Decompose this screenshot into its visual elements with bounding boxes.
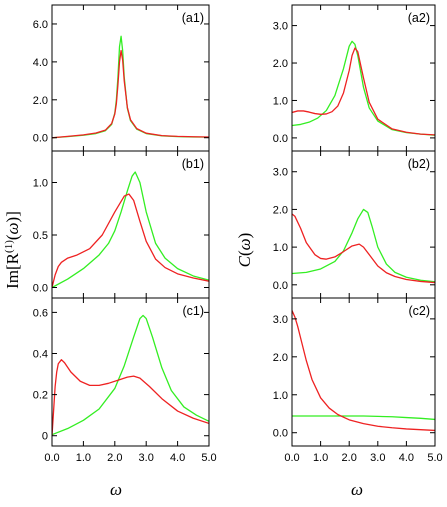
panel-label-a2: (a2) [408, 11, 430, 25]
series-line-b2-red [292, 213, 435, 284]
y-tick-label-b2: 1.0 [273, 242, 288, 254]
plot-frame-b2 [291, 150, 436, 299]
y-axis-label-left-sup: (1) [3, 240, 15, 253]
y-axis-label-right: C(ω) [235, 233, 254, 268]
panel-label-c1: (c1) [182, 304, 204, 318]
series-line-a1-red [52, 49, 209, 139]
x-tick-label-c1: 2.0 [107, 452, 122, 464]
y-tick-label-c1: 0.4 [33, 349, 48, 361]
x-tick-label-c1: 3.0 [139, 452, 154, 464]
y-tick-label-a2: 0.0 [273, 133, 288, 145]
x-axis-label-right: ω [351, 480, 363, 499]
plot-frame-a1 [51, 4, 210, 152]
y-tick-label-c1: 0.2 [33, 390, 48, 402]
y-tick-label-a1: 2.0 [33, 95, 48, 107]
panel-label-c2: (c2) [408, 304, 430, 318]
series-line-a2-green [292, 40, 435, 136]
panel-c2: 0.0 1.0 2.0 3.0 0.0 1.0 2.0 3.0 4.0 5.0 (c2) [273, 297, 443, 464]
panel-b2: 0.0 1.0 2.0 3.0 (b2) [273, 150, 436, 299]
panel-label-b1: (b1) [182, 157, 204, 171]
y-axis-label-left-prefix: Im[R [3, 252, 22, 289]
y-tick-label-a1: 0.0 [33, 133, 48, 145]
y-axis-label-right-close: ) [235, 233, 254, 239]
y-tick-label-a2: 2.0 [273, 58, 288, 70]
series-line-c2-green [292, 415, 435, 421]
panel-a1: 0.0 2.0 4.0 6.0 (a1) [33, 4, 210, 152]
y-tick-label-c2: 1.0 [273, 390, 288, 402]
series-line-a2-red [292, 47, 435, 136]
panel-c1: 0 0.2 0.4 0.6 0.0 1.0 2.0 3.0 4.0 5.0 (c1) [33, 297, 217, 464]
series-line-c1-green [52, 314, 209, 436]
y-axis-label-left: Im[R(1)(ω)] [3, 211, 22, 289]
x-tick-label-c2: 1.0 [313, 452, 328, 464]
y-tick-label-b2: 2.0 [273, 204, 288, 216]
panels: 0.0 2.0 4.0 6.0 (a1) 0.0 1.0 2.0 3.0 (a2) 0.0 0.5 1.… [33, 4, 443, 464]
y-axis-label-left-close: )] [3, 211, 22, 222]
y-tick-label-b2: 3.0 [273, 167, 288, 179]
series-line-c1-red [52, 359, 209, 436]
y-tick-label-a1: 6.0 [33, 19, 48, 31]
series-line-b1-red [52, 193, 209, 288]
y-axis-label-right-open: ( [235, 250, 254, 256]
panel-b1: 0.0 0.5 1.0 (b1) [33, 150, 210, 299]
x-tick-label-c2: 3.0 [370, 452, 385, 464]
plot-frame-c2 [291, 297, 436, 447]
y-tick-label-b1: 0.0 [33, 283, 48, 295]
y-tick-label-a2: 1.0 [273, 95, 288, 107]
y-tick-label-b1: 1.0 [33, 178, 48, 190]
y-tick-label-c2: 0.0 [273, 428, 288, 440]
series-line-b2-green [292, 208, 435, 283]
y-axis-label-left-suffix: ( [3, 234, 22, 240]
x-tick-label-c2: 4.0 [399, 452, 414, 464]
y-tick-label-c1: 0 [42, 431, 48, 443]
y-axis-label-right-omega: ω [235, 238, 254, 250]
y-tick-label-c2: 2.0 [273, 352, 288, 364]
x-tick-label-c2: 0.0 [284, 452, 299, 464]
panel-label-b2: (b2) [408, 157, 430, 171]
panel-label-a1: (a1) [182, 11, 204, 25]
y-axis-label-right-c: C [235, 255, 254, 267]
x-axis-label-left: ω [110, 480, 122, 499]
y-tick-label-c2: 3.0 [273, 314, 288, 326]
x-tick-label-c1: 5.0 [201, 452, 216, 464]
panel-a2: 0.0 1.0 2.0 3.0 (a2) [273, 4, 436, 152]
y-tick-label-b1: 0.5 [33, 230, 48, 242]
series-line-a1-green [52, 35, 209, 139]
y-tick-label-c1: 0.6 [33, 307, 48, 319]
y-tick-label-b2: 0.0 [273, 280, 288, 292]
plot-frame-c1 [51, 297, 210, 447]
x-tick-label-c1: 1.0 [76, 452, 91, 464]
x-tick-label-c2: 2.0 [342, 452, 357, 464]
y-axis-label-left-omega: ω [3, 222, 22, 234]
y-tick-label-a1: 4.0 [33, 57, 48, 69]
x-tick-label-c2: 5.0 [427, 452, 442, 464]
x-tick-label-c1: 0.0 [44, 452, 59, 464]
series-line-b1-green [52, 171, 209, 289]
y-tick-label-a2: 3.0 [273, 21, 288, 33]
series-line-c2-red [292, 310, 435, 432]
x-tick-label-c1: 4.0 [170, 452, 185, 464]
